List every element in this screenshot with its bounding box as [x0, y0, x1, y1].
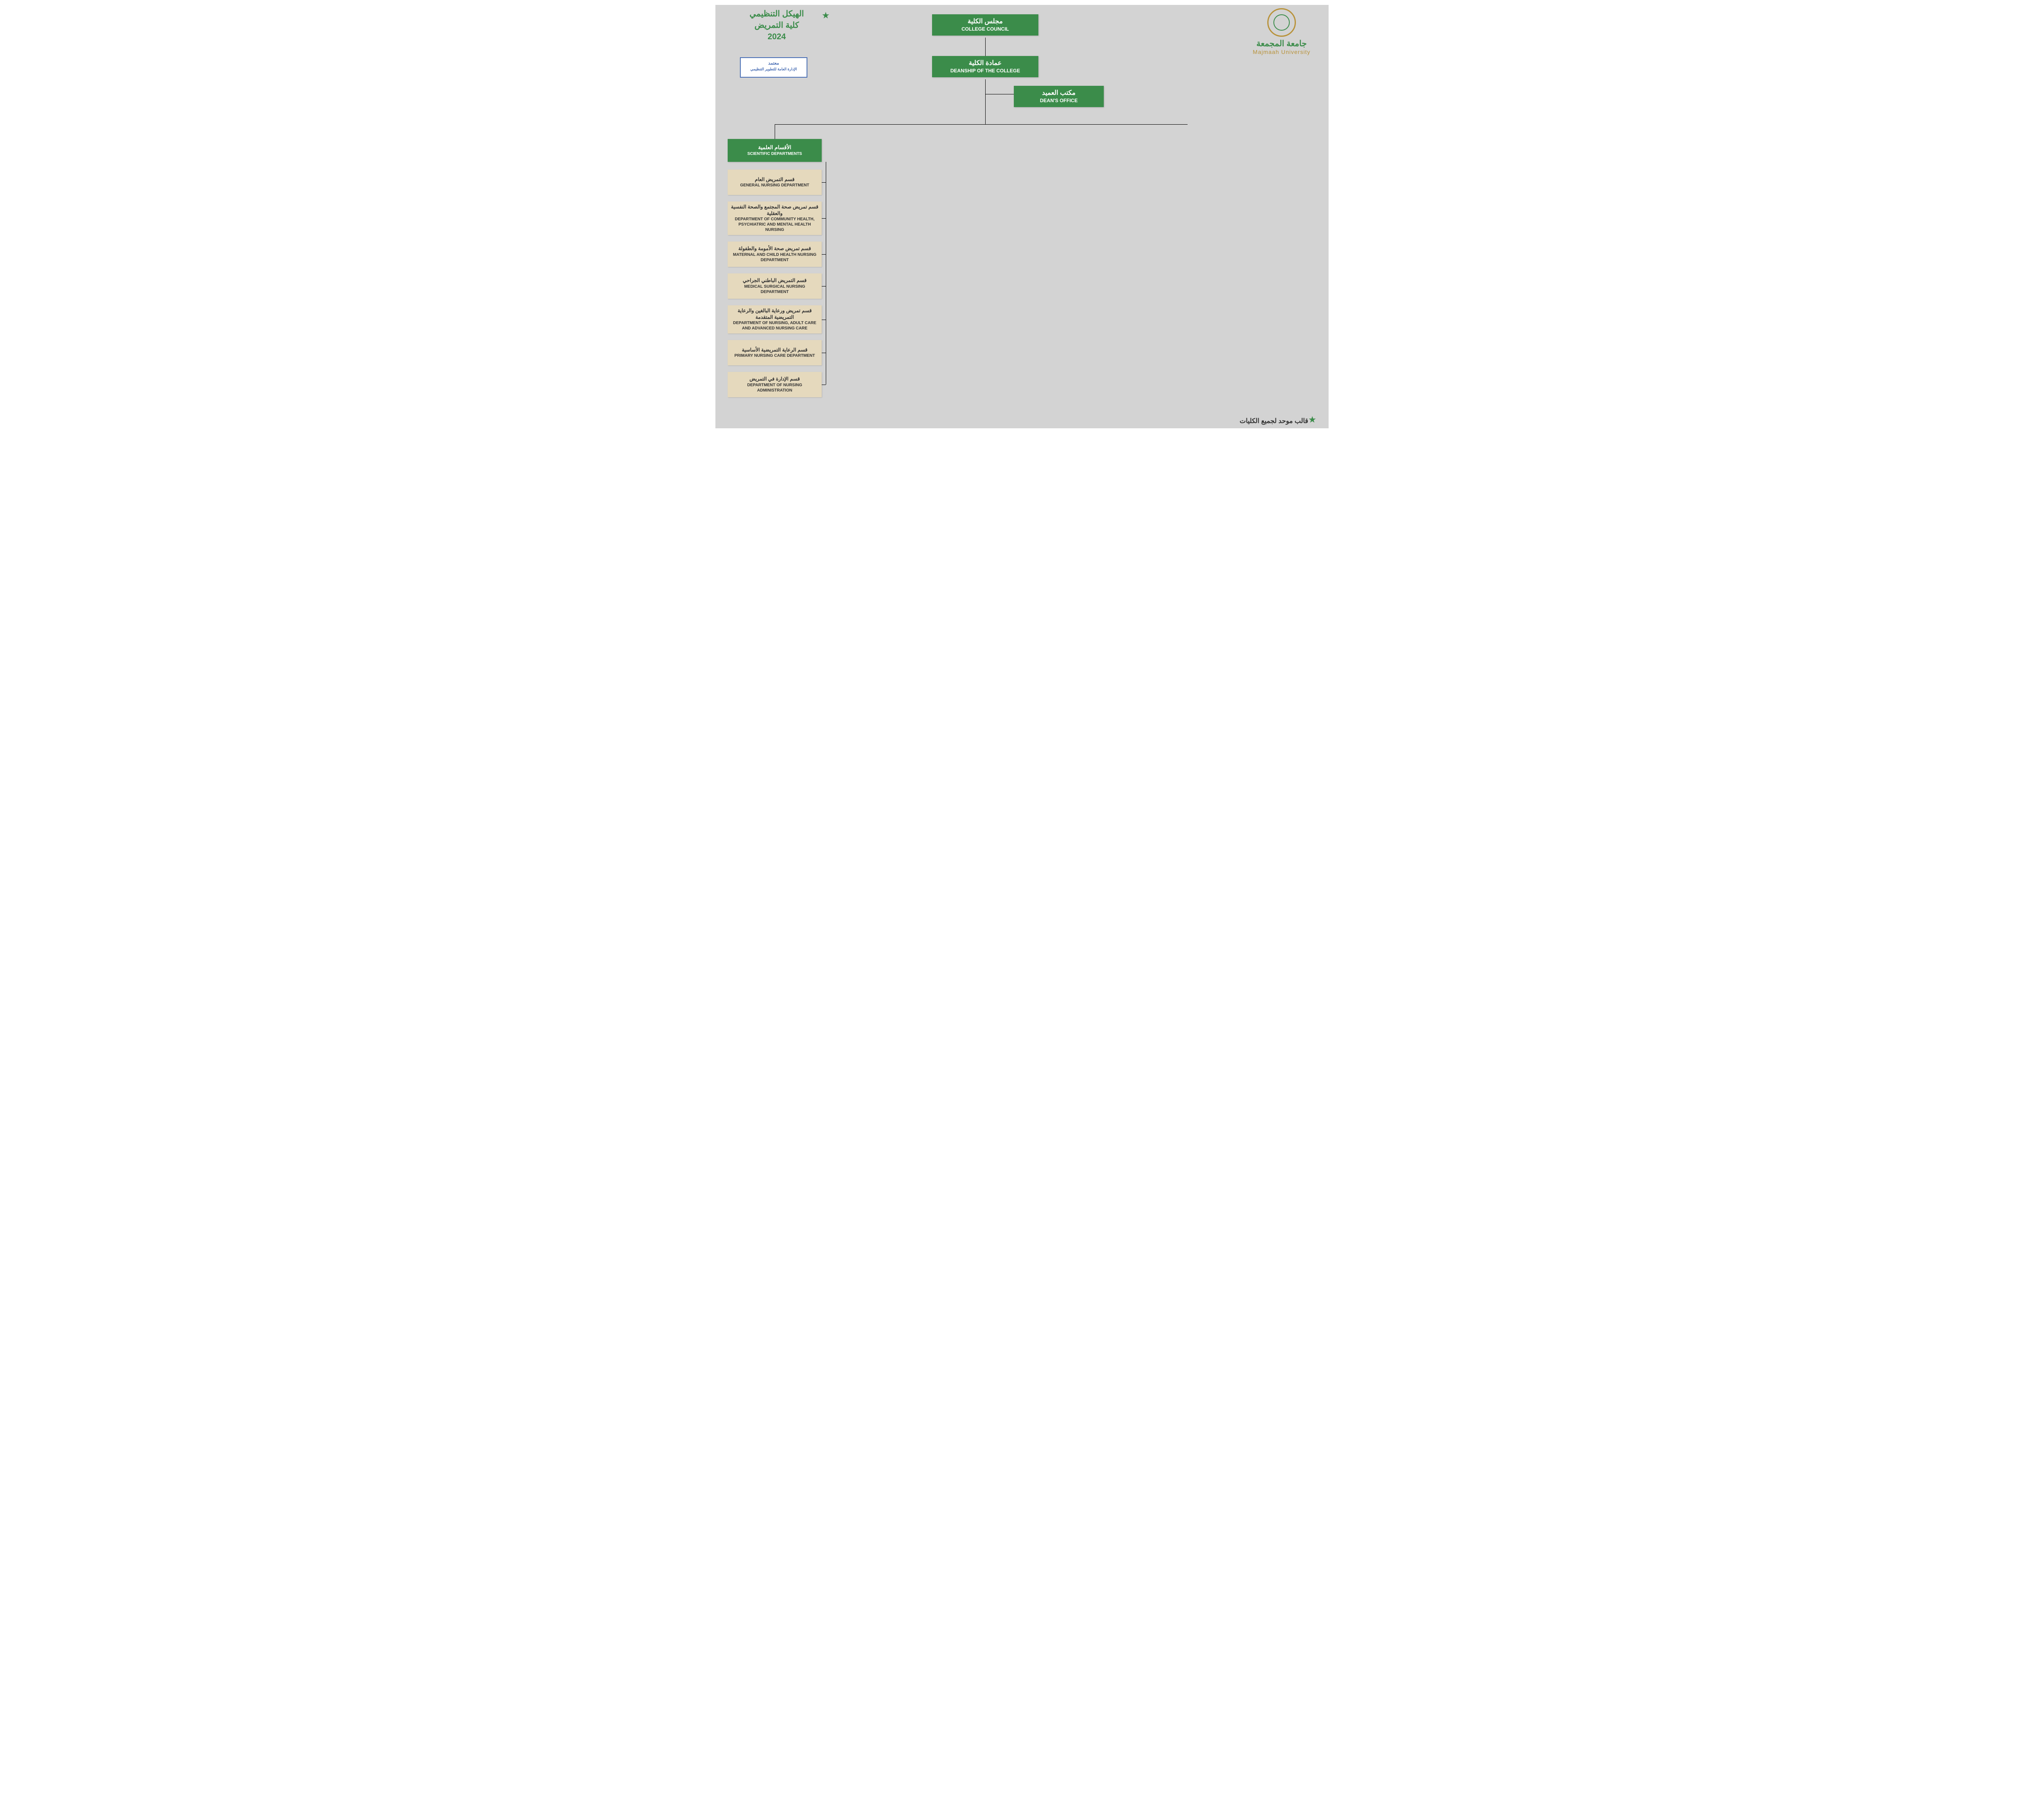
- unit-ar: قسم الرعاية التمريضية الأساسية: [730, 347, 819, 354]
- org-unit-box: قسم الإدارة في التمريضDEPARTMENT OF NURS…: [728, 372, 822, 397]
- top-strip: [715, 0, 1329, 5]
- title-line-3: 2024: [740, 31, 814, 43]
- org-unit-box: قسم التمريض العامGENERAL NURSING DEPARTM…: [728, 170, 822, 195]
- star-icon-bottom: ★: [1308, 414, 1316, 425]
- deanship-en: DEANSHIP OF THE COLLEGE: [935, 68, 1036, 74]
- stamp-line-2: الإدارة العامة للتطوير التنظيمي: [742, 67, 805, 72]
- council-en: COLLEGE COUNCIL: [935, 26, 1036, 33]
- org-chart-canvas: الهيكل التنظيمي كلية التمريض 2024 ★ معتم…: [715, 0, 1329, 433]
- unit-en: DEPARTMENT OF NURSING ADMINISTRATION: [730, 383, 819, 393]
- approval-stamp: معتمد الإدارة العامة للتطوير التنظيمي: [740, 57, 807, 78]
- unit-ar: قسم تمريض صحة المجتمع والصحة النفسية وال…: [730, 204, 819, 217]
- deanship-box: عمادة الكلية DEANSHIP OF THE COLLEGE: [932, 56, 1038, 77]
- line-dean-main: [985, 79, 986, 124]
- dean-office-box: مكتب العميد DEAN'S OFFICE: [1014, 86, 1104, 107]
- logo-text-ar: جامعة المجمعة: [1247, 38, 1316, 49]
- unit-ar: قسم التمريض الباطني الجراحي: [730, 278, 819, 284]
- unit-en: GENERAL NURSING DEPARTMENT: [730, 183, 819, 188]
- org-unit-box: قسم الرعاية التمريضية الأساسيةPRIMARY NU…: [728, 340, 822, 365]
- unit-en: MATERNAL AND CHILD HEALTH NURSING DEPART…: [730, 252, 819, 263]
- main-bus: [775, 124, 1188, 125]
- unit-en: DEPARTMENT OF NURSING, ADULT CARE AND AD…: [730, 320, 819, 331]
- branch-header-ar: الأقسام العلمية: [730, 144, 819, 151]
- title-line-2: كلية التمريض: [740, 20, 814, 31]
- stamp-line-1: معتمد: [742, 60, 805, 67]
- org-unit-box: قسم تمريض صحة الأمومة والطفولةMATERNAL A…: [728, 242, 822, 267]
- item-connector: [822, 218, 826, 219]
- bottom-strip: [715, 428, 1329, 433]
- title-line-1: الهيكل التنظيمي: [740, 8, 814, 20]
- office-ar: مكتب العميد: [1016, 89, 1101, 98]
- branch-header: الأقسام العلميةSCIENTIFIC DEPARTMENTS: [728, 139, 822, 162]
- star-icon-top: ★: [822, 10, 830, 21]
- org-unit-box: قسم تمريض صحة المجتمع والصحة النفسية وال…: [728, 201, 822, 235]
- unit-en: DEPARTMENT OF COMMUNITY HEALTH, PSYCHIAT…: [730, 217, 819, 233]
- office-en: DEAN'S OFFICE: [1016, 98, 1101, 104]
- unit-ar: قسم الإدارة في التمريض: [730, 376, 819, 383]
- deanship-ar: عمادة الكلية: [935, 59, 1036, 68]
- unit-ar: قسم تمريض ورعاية البالغين والرعاية التمر…: [730, 308, 819, 320]
- org-unit-box: قسم تمريض ورعاية البالغين والرعاية التمر…: [728, 305, 822, 333]
- unit-ar: قسم تمريض صحة الأمومة والطفولة: [730, 246, 819, 252]
- university-logo: جامعة المجمعة Majmaah University: [1247, 8, 1316, 55]
- document-title: الهيكل التنظيمي كلية التمريض 2024: [740, 8, 814, 43]
- unit-ar: قسم التمريض العام: [730, 177, 819, 183]
- unit-en: PRIMARY NURSING CARE DEPARTMENT: [730, 353, 819, 358]
- item-connector: [822, 254, 826, 255]
- branch-header-en: SCIENTIFIC DEPARTMENTS: [730, 151, 819, 157]
- council-ar: مجلس الكلية: [935, 18, 1036, 26]
- logo-emblem-icon: [1267, 8, 1296, 37]
- college-council-box: مجلس الكلية COLLEGE COUNCIL: [932, 14, 1038, 36]
- footer-text: قالب موحد لجميع الكليات: [1239, 417, 1308, 425]
- org-unit-box: قسم التمريض الباطني الجراحيMEDICAL SURGI…: [728, 273, 822, 299]
- line-council-dean: [985, 38, 986, 56]
- item-connector: [822, 182, 826, 183]
- unit-en: MEDICAL SURGICAL NURSING DEPARTMENT: [730, 284, 819, 295]
- logo-text-en: Majmaah University: [1247, 49, 1316, 55]
